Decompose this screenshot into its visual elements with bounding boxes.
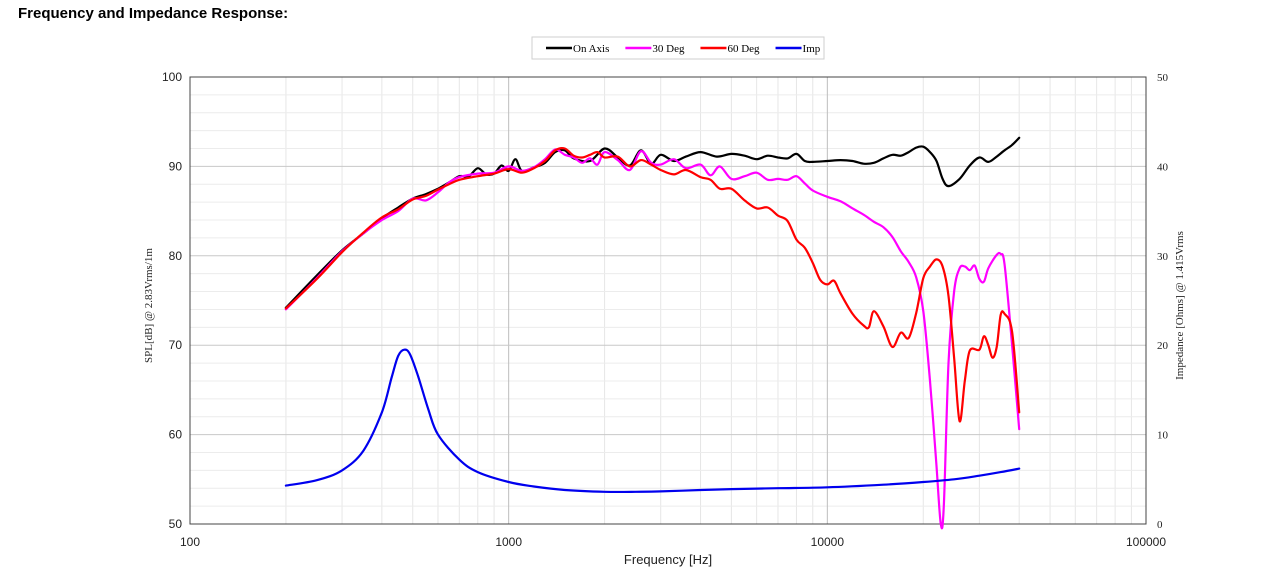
y2-tick-label: 0 [1157, 519, 1163, 531]
y2-tick-label: 50 [1157, 72, 1169, 84]
series-line-imp [284, 348, 1021, 494]
series-line-on-axis [284, 136, 1021, 309]
axis-ticks: 100 1000 10000 1000005060708090100010203040… [162, 70, 1169, 549]
y-tick-label: 90 [169, 159, 183, 173]
legend-label-imp: Imp [803, 43, 821, 55]
legend: On Axis 30 Deg 60 Deg Imp [531, 36, 825, 60]
y-tick-label: 80 [169, 249, 183, 263]
x-axis-label: Frequency [Hz] [624, 552, 712, 567]
y-tick-label: 70 [169, 338, 183, 352]
x-tick-label: 100 [180, 535, 200, 549]
series-line-60-deg [284, 147, 1021, 423]
y-tick-label: 50 [169, 517, 183, 531]
legend-label-on-axis: On Axis [573, 43, 609, 55]
y2-axis-label: Impedance [Ohms] @ 1.415Vrms [1174, 231, 1186, 380]
x-tick-label: 100000 [1126, 535, 1166, 549]
plot-grid [189, 76, 1147, 525]
y2-tick-label: 10 [1157, 430, 1169, 442]
y2-tick-label: 30 [1157, 251, 1169, 263]
y-tick-label: 100 [162, 70, 182, 84]
y2-tick-label: 20 [1157, 340, 1169, 352]
x-tick-label: 10000 [811, 535, 845, 549]
legend-label-30-deg: 30 Deg [652, 43, 685, 55]
x-tick-label: 1000 [495, 535, 522, 549]
series-layer [284, 136, 1021, 530]
y-tick-label: 60 [169, 428, 183, 442]
plot-frame [189, 76, 1147, 525]
legend-box [531, 36, 825, 60]
legend-label-60-deg: 60 Deg [727, 43, 760, 55]
y-axis-label: SPL[dB] @ 2.83Vrms/1m [143, 248, 155, 363]
y2-tick-label: 40 [1157, 161, 1169, 173]
page-title: Frequency and Impedance Response: [18, 5, 289, 22]
